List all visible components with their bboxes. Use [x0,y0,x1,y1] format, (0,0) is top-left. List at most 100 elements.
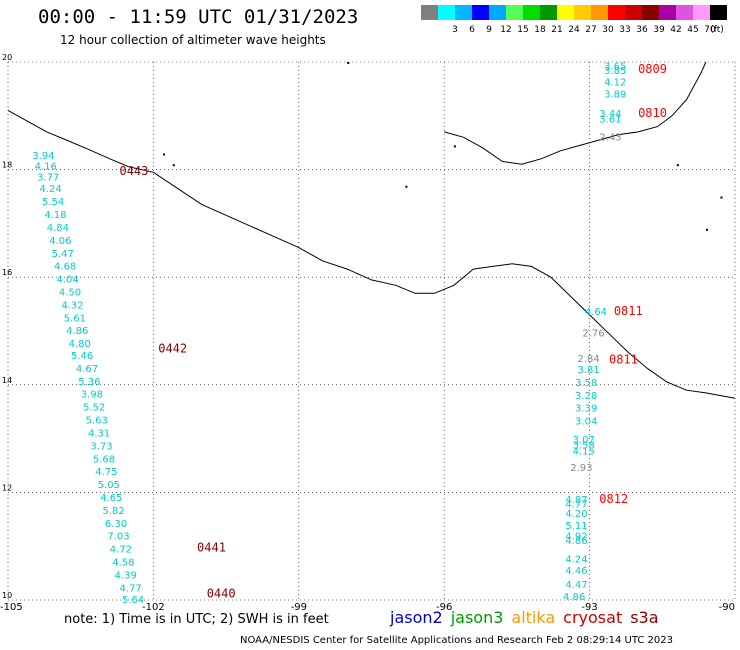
wave-height-label: 4.84 [47,223,69,234]
wave-height-label: 4.86 [66,326,88,337]
legend-swatch [421,5,438,20]
wave-height-label: 6.30 [105,519,127,530]
wave-height-label: 4.68 [54,262,76,273]
wave-height-label: 3.73 [90,441,112,452]
wave-height-label: 5.52 [83,403,105,414]
pass-time-label: 0811 [614,304,643,318]
lon-tick-label: -93 [581,602,597,613]
legend-swatch [523,5,540,20]
pass-time-label: 0809 [638,62,667,76]
pass-time-label: 0442 [158,342,187,356]
wave-height-label: 3.44 [599,109,621,120]
wave-height-label: 5.54 [42,197,64,208]
island-dot [453,145,456,148]
wave-height-label: 5.82 [103,506,125,517]
satellite-altika: altika [511,608,556,627]
wave-height-label: 2.93 [570,463,592,474]
wave-height-label: 3.94 [32,151,54,162]
wave-height-label: 5.63 [86,416,108,427]
pass-time-label: 0443 [119,164,148,178]
wave-height-label: 4.50 [59,287,81,298]
wave-height-label: 4.92 [565,532,587,543]
legend-unit: (ft) [710,25,724,35]
legend-label: 27 [585,25,597,35]
legend-label: 45 [687,25,699,35]
legend-label: 12 [500,25,512,35]
legend-label: 3 [452,25,458,35]
wave-height-label: 5.11 [565,521,587,532]
wave-height-label: 5.61 [64,313,86,324]
gulf-coastline [444,61,707,165]
footer-note: note: 1) Time is in UTC; 2) SWH is in fe… [64,612,329,627]
legend-swatch [591,5,608,20]
wave-height-label: 4.06 [49,236,71,247]
lon-tick-label: -99 [291,602,307,613]
pass-time-label: 0440 [207,586,236,600]
legend-label: 9 [486,25,492,35]
wave-height-label: 4.16 [35,162,57,173]
legend-label: 33 [619,25,631,35]
wave-height-label: 3.61 [599,114,621,125]
wave-height-label: 5.46 [71,351,93,362]
wave-height-label: 3.04 [575,417,597,428]
wave-height-label: 7.03 [107,532,129,543]
wave-height-label: 4.77 [119,583,141,594]
lon-tick-label: -96 [436,602,452,613]
wave-height-label: 5.47 [52,249,74,260]
legend-swatch [710,5,727,20]
wave-height-label: 4.86 [565,536,587,547]
wave-height-label: 3.65 [604,62,626,73]
wave-height-label: 4.75 [95,467,117,478]
wave-height-label: 3.39 [575,404,597,415]
legend-label: 21 [551,25,563,35]
legend-swatch [489,5,506,20]
wave-height-label: 5.05 [98,480,120,491]
island-dot [676,164,679,167]
lat-tick-label: 14 [2,376,12,385]
wave-height-label: 3.58 [573,440,595,451]
wave-height-label: 4.72 [110,545,132,556]
pass-time-label: 0810 [638,106,667,120]
wave-height-label: 4.46 [565,566,587,577]
legend-label: 6 [469,25,475,35]
legend-label: 30 [602,25,614,35]
island-dot [172,164,175,167]
wave-height-label: 4.31 [88,428,110,439]
legend-label: 70 [704,25,716,35]
satellite-jason3: jason3 [450,608,504,627]
lon-tick-label: -90 [719,602,735,613]
lat-tick-label: 12 [2,483,12,492]
wave-height-label: 4.86 [563,592,585,603]
wave-height-label: 4.04 [56,275,78,286]
wave-height-label: 4.20 [565,509,587,520]
wave-height-label: 3.28 [575,391,597,402]
wave-height-label: 3.98 [81,390,103,401]
wave-height-label: 4.58 [112,558,134,569]
island-dot [347,62,350,64]
page-subtitle: 12 hour collection of altimeter wave hei… [60,33,326,47]
wave-height-label: 3.07 [573,435,595,446]
wave-height-label: 5.64 [122,595,144,606]
legend-swatch [506,5,523,20]
legend-swatch [642,5,659,20]
lat-tick-label: 18 [2,161,12,170]
wave-height-label: 2.84 [577,354,599,365]
satellite-s3a: s3a [630,608,659,627]
island-dot [705,228,708,231]
wave-height-label: 4.15 [573,447,595,458]
legend-swatch [659,5,676,20]
legend-swatch [676,5,693,20]
wave-height-label: 4.64 [585,307,607,318]
pacific-coastline [7,109,736,399]
legend-swatch [438,5,455,20]
legend-label: 39 [653,25,665,35]
legend-swatch [540,5,557,20]
wave-height-label: 4.47 [565,580,587,591]
lat-tick-label: 10 [2,591,12,600]
satellite-cryosat: cryosat [563,608,623,627]
lat-tick-label: 20 [2,53,12,62]
legend-swatch [455,5,472,20]
wave-height-label: 5.36 [78,377,100,388]
wave-height-label: 5.68 [93,454,115,465]
